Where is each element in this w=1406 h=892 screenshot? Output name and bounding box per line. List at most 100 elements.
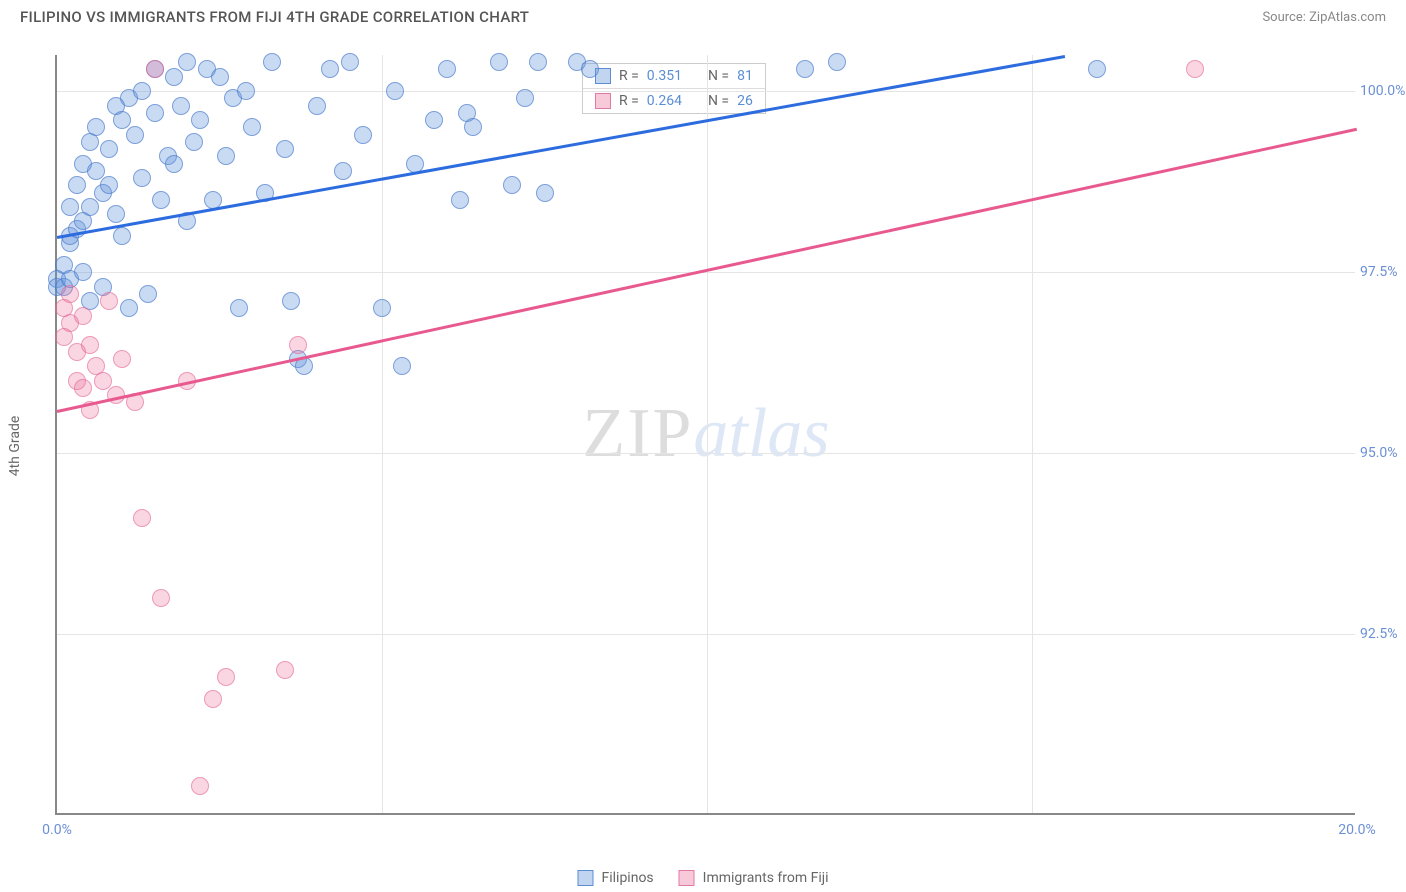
data-point — [321, 60, 339, 78]
data-point — [133, 169, 151, 187]
data-point — [178, 53, 196, 71]
data-point — [133, 82, 151, 100]
data-point — [191, 111, 209, 129]
legend-label: Filipinos — [601, 870, 653, 886]
data-point — [263, 53, 281, 71]
data-point — [113, 111, 131, 129]
data-point — [107, 205, 125, 223]
source-attribution: Source: ZipAtlas.com — [1262, 10, 1386, 25]
x-tick-label: 0.0% — [42, 822, 72, 838]
gridline-v — [707, 55, 708, 813]
data-point — [87, 118, 105, 136]
legend-n-label: N = — [708, 68, 729, 84]
data-point — [386, 82, 404, 100]
data-point — [152, 589, 170, 607]
data-point — [796, 60, 814, 78]
y-tick-label: 100.0% — [1360, 83, 1406, 99]
data-point — [276, 661, 294, 679]
data-point — [464, 118, 482, 136]
data-point — [100, 176, 118, 194]
source-link[interactable]: ZipAtlas.com — [1309, 10, 1386, 25]
data-point — [1186, 60, 1204, 78]
legend-item: Filipinos — [577, 870, 653, 886]
legend-swatch — [577, 870, 593, 886]
data-point — [172, 97, 190, 115]
data-point — [211, 68, 229, 86]
data-point — [425, 111, 443, 129]
data-point — [87, 162, 105, 180]
data-point — [529, 53, 547, 71]
gridline-v — [1032, 55, 1033, 813]
legend-item: Immigrants from Fiji — [679, 870, 829, 886]
data-point — [536, 184, 554, 202]
regression-line — [57, 55, 1065, 238]
data-point — [516, 89, 534, 107]
data-point — [165, 68, 183, 86]
data-point — [354, 126, 372, 144]
data-point — [237, 82, 255, 100]
legend-swatch — [679, 870, 695, 886]
data-point — [393, 357, 411, 375]
data-point — [451, 191, 469, 209]
data-point — [308, 97, 326, 115]
scatter-chart: ZIPatlas R =0.351N =81R =0.264N =26 92.5… — [55, 55, 1355, 815]
data-point — [81, 198, 99, 216]
data-point — [61, 198, 79, 216]
chart-title: FILIPINO VS IMMIGRANTS FROM FIJI 4TH GRA… — [20, 8, 529, 26]
data-point — [68, 176, 86, 194]
data-point — [490, 53, 508, 71]
data-point — [133, 509, 151, 527]
legend-n-value: 26 — [737, 93, 753, 109]
gridline-h — [57, 453, 1355, 454]
data-point — [503, 176, 521, 194]
gridline-v — [382, 55, 383, 813]
data-point — [74, 379, 92, 397]
legend-r-value: 0.351 — [647, 68, 682, 84]
data-point — [204, 690, 222, 708]
legend-r-value: 0.264 — [647, 93, 682, 109]
x-tick-label: 20.0% — [1338, 822, 1376, 838]
correlation-legend: R =0.351N =81R =0.264N =26 — [582, 63, 766, 114]
series-legend: Filipinos Immigrants from Fiji — [577, 870, 828, 886]
data-point — [139, 285, 157, 303]
data-point — [373, 299, 391, 317]
data-point — [581, 60, 599, 78]
data-point — [152, 191, 170, 209]
legend-row: R =0.264N =26 — [583, 89, 765, 113]
gridline-h — [57, 272, 1355, 273]
data-point — [100, 292, 118, 310]
data-point — [81, 336, 99, 354]
legend-row: R = 0.351 N = 81 — [583, 64, 765, 89]
data-point — [282, 292, 300, 310]
data-point — [438, 60, 456, 78]
data-point — [61, 285, 79, 303]
data-point — [276, 140, 294, 158]
y-tick-label: 97.5% — [1360, 264, 1406, 280]
data-point — [94, 372, 112, 390]
data-point — [185, 133, 203, 151]
legend-r-label: R = — [619, 68, 639, 84]
data-point — [289, 336, 307, 354]
legend-label: Immigrants from Fiji — [703, 870, 829, 886]
data-point — [191, 777, 209, 795]
data-point — [217, 668, 235, 686]
y-tick-label: 95.0% — [1360, 445, 1406, 461]
data-point — [113, 227, 131, 245]
legend-r-label: R = — [619, 93, 639, 109]
data-point — [243, 118, 261, 136]
data-point — [74, 263, 92, 281]
y-tick-label: 92.5% — [1360, 626, 1406, 642]
data-point — [334, 162, 352, 180]
data-point — [74, 307, 92, 325]
data-point — [217, 147, 235, 165]
data-point — [120, 299, 138, 317]
gridline-h — [57, 634, 1355, 635]
legend-n-value: 81 — [737, 68, 753, 84]
watermark: ZIPatlas — [582, 394, 829, 474]
data-point — [146, 60, 164, 78]
data-point — [100, 140, 118, 158]
data-point — [341, 53, 359, 71]
data-point — [126, 126, 144, 144]
data-point — [828, 53, 846, 71]
data-point — [146, 104, 164, 122]
